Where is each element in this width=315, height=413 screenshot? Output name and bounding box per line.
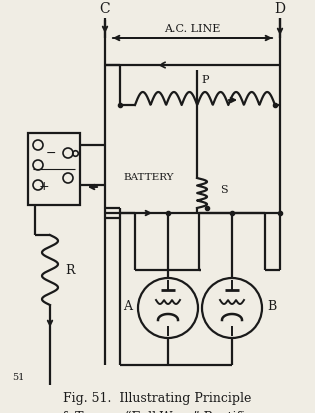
Text: Fig. 51.  Illustrating Principle
of  Tungar “Full-Wave” Rectifier: Fig. 51. Illustrating Principle of Tunga… xyxy=(55,392,259,413)
Text: BATTERY: BATTERY xyxy=(123,173,174,182)
Text: P: P xyxy=(201,75,209,85)
Bar xyxy=(28,133,80,205)
Text: −: − xyxy=(46,147,57,159)
Text: D: D xyxy=(274,2,285,16)
Text: B: B xyxy=(267,300,277,313)
Text: A: A xyxy=(123,300,133,313)
Text: +: + xyxy=(38,180,49,194)
Text: R: R xyxy=(65,263,75,276)
Text: S: S xyxy=(220,185,228,195)
Text: 51: 51 xyxy=(12,373,24,382)
Text: A.C. LINE: A.C. LINE xyxy=(164,24,221,34)
Text: C: C xyxy=(100,2,110,16)
